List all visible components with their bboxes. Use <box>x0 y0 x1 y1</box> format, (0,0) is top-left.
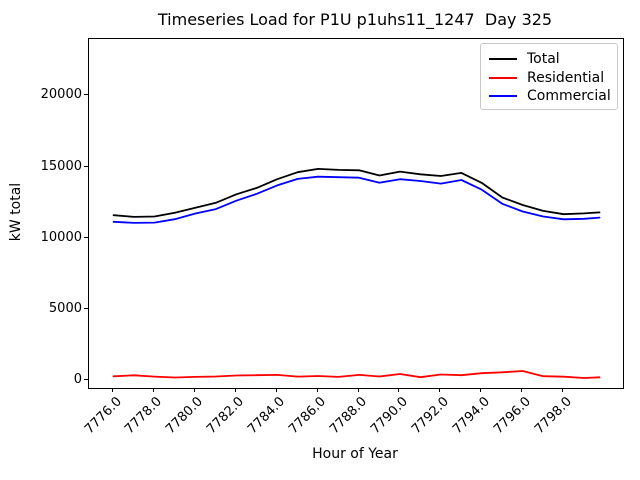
total-line-swatch <box>489 58 517 60</box>
commercial-line-swatch <box>489 95 517 97</box>
legend-label-commercial: Commercial <box>527 88 611 104</box>
chart-title: Timeseries Load for P1U p1uhs11_1247 Day… <box>157 10 553 29</box>
x-tick-mark <box>439 388 441 392</box>
x-tick-mark <box>316 388 318 392</box>
legend-label-residential: Residential <box>527 69 605 86</box>
legend-label-total: Total <box>527 51 560 67</box>
x-tick-mark <box>112 388 114 392</box>
y-tick-mark <box>84 94 88 96</box>
total-series-line <box>112 167 601 218</box>
residential-line-swatch <box>489 76 517 79</box>
x-tick-mark <box>152 388 154 392</box>
x-tick-mark <box>480 388 482 392</box>
y-tick-mark <box>84 165 88 167</box>
x-tick-mark <box>562 388 564 392</box>
legend: Total Residential Commercial <box>480 43 618 110</box>
residential-series-line <box>112 370 601 379</box>
y-tick-label: 15000 <box>40 158 82 174</box>
x-tick-mark <box>193 388 195 392</box>
y-tick-label: 0 <box>73 372 82 388</box>
x-axis-label: Hour of Year <box>312 446 398 462</box>
y-tick-mark <box>84 236 88 238</box>
y-tick-label: 5000 <box>48 301 82 317</box>
legend-entry-total: Total <box>489 50 609 68</box>
legend-entry-commercial: Commercial <box>489 87 611 105</box>
y-tick-label: 10000 <box>40 229 82 245</box>
plot-canvas <box>112 167 601 379</box>
x-tick-mark <box>398 388 400 392</box>
x-tick-mark <box>275 388 277 392</box>
commercial-series-line <box>112 175 601 224</box>
y-tick-mark <box>84 308 88 310</box>
x-tick-mark <box>357 388 359 392</box>
x-tick-mark <box>521 388 523 392</box>
y-tick-label: 20000 <box>40 87 82 103</box>
y-tick-mark <box>84 379 88 381</box>
legend-entry-residential: Residential <box>489 69 609 87</box>
x-tick-mark <box>234 388 236 392</box>
